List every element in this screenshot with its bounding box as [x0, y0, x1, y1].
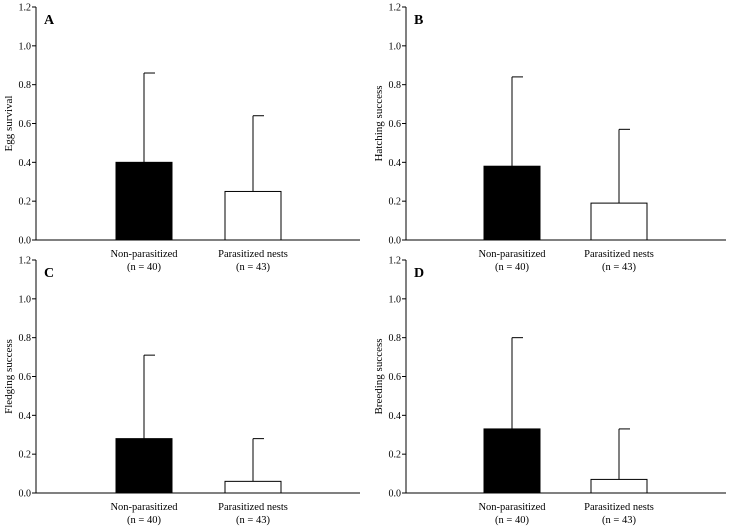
y-tick-label: 0.6 [389, 372, 402, 383]
y-tick-label: 0.0 [389, 489, 402, 500]
panel-a: 0.0 0.2 0.4 0.6 0.8 1.0 1.2 A Egg survival Non-pa… [3, 3, 360, 273]
panel-letter: C [44, 266, 54, 281]
category-label: Parasitized nests [218, 249, 288, 260]
category-sample-size: (n = 40) [495, 262, 529, 273]
category-label: Non-parasitized [478, 502, 546, 513]
y-tick-label: 0.8 [389, 333, 402, 344]
category-label: Parasitized nests [218, 502, 288, 513]
y-tick-label: 1.2 [389, 3, 402, 14]
category-sample-size: (n = 43) [236, 262, 270, 273]
category-sample-size: (n = 40) [127, 262, 161, 273]
y-tick-label: 0.4 [19, 411, 32, 422]
panel-letter: D [414, 266, 424, 281]
y-tick-label: 1.0 [19, 294, 32, 305]
category-sample-size: (n = 40) [495, 515, 529, 526]
bar-non-parasitized [115, 438, 173, 494]
category-sample-size: (n = 43) [602, 515, 636, 526]
y-tick-label: 0.4 [389, 158, 402, 169]
y-tick-label: 1.0 [19, 41, 32, 52]
y-axis-label: Fledging success [3, 339, 15, 414]
category-label: Non-parasitized [110, 249, 178, 260]
bar-non-parasitized [483, 165, 541, 241]
y-tick-label: 0.2 [19, 197, 32, 208]
category-label: Parasitized nests [584, 249, 654, 260]
y-axis-label: Egg survival [3, 96, 15, 152]
y-tick-label: 1.0 [389, 294, 402, 305]
y-tick-label: 1.0 [389, 41, 402, 52]
y-tick-label: 0.8 [19, 80, 32, 91]
category-sample-size: (n = 43) [602, 262, 636, 273]
y-axis-label: Breeding success [373, 338, 385, 414]
bar-parasitized [590, 202, 648, 241]
category-label: Non-parasitized [478, 249, 546, 260]
y-tick-label: 0.2 [19, 450, 32, 461]
bar-non-parasitized [115, 161, 173, 241]
y-tick-label: 0.6 [19, 372, 32, 383]
y-tick-label: 0.2 [389, 450, 402, 461]
y-tick-label: 1.2 [389, 256, 402, 267]
y-tick-label: 0.6 [389, 119, 402, 130]
y-tick-label: 1.2 [19, 3, 32, 14]
category-sample-size: (n = 43) [236, 515, 270, 526]
y-tick-label: 0.0 [19, 489, 32, 500]
y-tick-label: 0.4 [19, 158, 32, 169]
y-axis-label: Hatching success [373, 85, 385, 161]
panel-letter: A [44, 13, 55, 28]
y-tick-label: 0.0 [389, 236, 402, 247]
panel-b: 0.0 0.2 0.4 0.6 0.8 1.0 1.2 B Hatching success No… [373, 3, 726, 273]
y-tick-label: 0.6 [19, 119, 32, 130]
bar-parasitized [590, 478, 648, 494]
y-tick-label: 0.8 [389, 80, 402, 91]
y-tick-label: 0.8 [19, 333, 32, 344]
y-tick-label: 0.4 [389, 411, 402, 422]
category-label: Non-parasitized [110, 502, 178, 513]
y-tick-label: 0.2 [389, 197, 402, 208]
panel-c: 0.0 0.2 0.4 0.6 0.8 1.0 1.2 C Fledging success No… [3, 256, 360, 526]
category-label: Parasitized nests [584, 502, 654, 513]
panel-d: 0.0 0.2 0.4 0.6 0.8 1.0 1.2 D Breeding success No… [373, 256, 726, 526]
bar-non-parasitized [483, 428, 541, 494]
y-tick-label: 1.2 [19, 256, 32, 267]
bar-parasitized [224, 480, 282, 494]
bar-parasitized [224, 190, 282, 241]
panel-letter: B [414, 13, 423, 28]
y-tick-label: 0.0 [19, 236, 32, 247]
category-sample-size: (n = 40) [127, 515, 161, 526]
